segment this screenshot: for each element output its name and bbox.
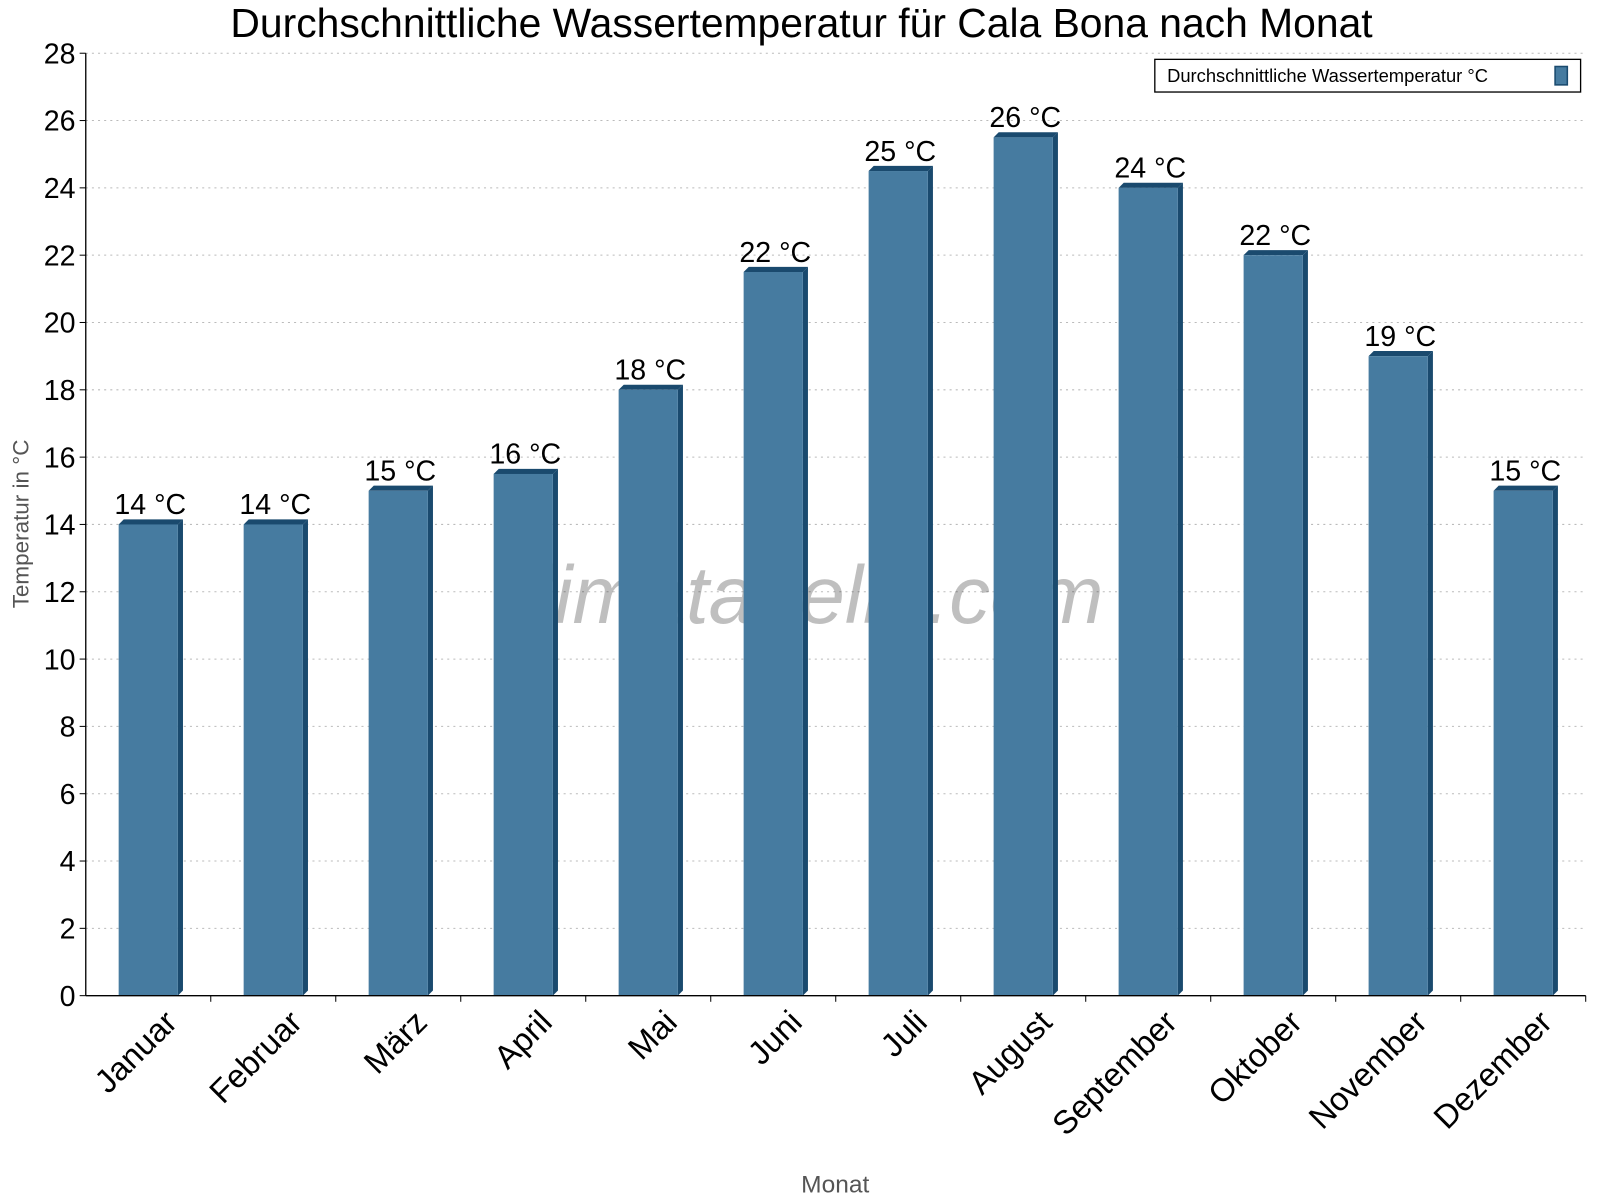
data-label: 26 °C — [989, 102, 1061, 134]
data-label: 22 °C — [739, 237, 811, 269]
bar-top — [1243, 250, 1308, 256]
bar-top — [368, 485, 433, 491]
bar — [1118, 187, 1178, 996]
bar-top — [618, 384, 683, 390]
data-label: 18 °C — [614, 355, 686, 387]
bar-side — [927, 165, 933, 996]
bar-side — [1552, 485, 1558, 996]
bar-top — [1493, 485, 1558, 491]
y-tick-label: 14 — [44, 510, 76, 542]
bar-side — [677, 384, 683, 996]
x-tick-label: Januar — [87, 1003, 184, 1100]
x-tick-label: Juli — [873, 1003, 934, 1064]
x-tick-label: September — [1045, 1003, 1184, 1142]
data-label: 15 °C — [1489, 456, 1561, 488]
y-axis-label: Temperatur in °C — [9, 440, 34, 609]
bar-side — [1052, 132, 1058, 996]
bar-top — [868, 165, 933, 172]
x-tick-label: Dezember — [1426, 1003, 1559, 1136]
y-tick-label: 28 — [44, 38, 76, 70]
data-label: 25 °C — [864, 136, 936, 168]
y-tick-label: 26 — [44, 106, 76, 138]
bars: 14 °C 14 °C 15 °C 16 °C 18 °C 22 °C 25 °C 26 °C… — [114, 102, 1561, 996]
chart-title: Durchschnittliche Wassertemperatur für C… — [230, 0, 1373, 46]
bar-side — [177, 519, 183, 996]
y-tick-label: 2 — [60, 914, 76, 946]
bar — [1368, 356, 1428, 996]
bar — [618, 389, 678, 996]
data-label: 14 °C — [114, 489, 186, 521]
legend: Durchschnittliche Wassertemperatur °C — [1154, 58, 1582, 93]
bar-top — [243, 519, 308, 525]
x-tick-label: März — [356, 1003, 433, 1080]
x-tick-label: Oktober — [1200, 1003, 1308, 1111]
data-label: 14 °C — [239, 489, 311, 521]
data-label: 16 °C — [489, 439, 561, 471]
data-label: 19 °C — [1364, 321, 1436, 353]
y-tick-label: 22 — [44, 240, 76, 272]
y-tick-label: 8 — [60, 712, 76, 744]
y-tick-label: 0 — [60, 981, 76, 1013]
bar — [1243, 255, 1303, 996]
data-label: 24 °C — [1114, 153, 1186, 185]
bar — [868, 171, 928, 996]
x-axis-label: Monat — [801, 1172, 869, 1199]
y-tick-label: 6 — [60, 779, 76, 811]
x-tick-label: Februar — [202, 1003, 309, 1110]
x-tick-label: Juni — [740, 1003, 809, 1072]
bar-side — [1302, 250, 1308, 996]
y-tick-label: 18 — [44, 375, 76, 407]
y-tick-label: 4 — [60, 846, 76, 878]
bar-side — [552, 468, 558, 996]
bar-top — [118, 519, 183, 525]
bar — [368, 490, 428, 996]
data-label: 22 °C — [1239, 220, 1311, 252]
bar-top — [1118, 182, 1183, 188]
bar — [743, 272, 803, 996]
bar — [493, 473, 553, 996]
data-label: 15 °C — [364, 456, 436, 488]
x-tick-label: August — [961, 1003, 1059, 1101]
bar-top — [1368, 351, 1433, 357]
grid — [85, 52, 1586, 929]
bar-top — [993, 132, 1058, 138]
bar-side — [1427, 351, 1433, 996]
legend-swatch — [1554, 65, 1569, 86]
bar-side — [427, 485, 433, 996]
bar-side — [802, 266, 808, 996]
legend-label: Durchschnittliche Wassertemperatur °C — [1167, 65, 1488, 86]
x-tick-label: November — [1301, 1003, 1434, 1136]
bar — [118, 524, 178, 996]
bar-top — [493, 468, 558, 474]
x-tick-label: Mai — [620, 1003, 683, 1066]
y-tick-label: 20 — [44, 308, 76, 340]
y-tick-label: 16 — [44, 442, 76, 474]
bar — [243, 524, 303, 996]
bar-side — [1177, 182, 1183, 996]
bar — [993, 137, 1053, 996]
y-tick-label: 24 — [44, 173, 76, 205]
y-tick-label: 12 — [44, 577, 76, 609]
bar-side — [302, 519, 308, 996]
y-tick-label: 10 — [44, 644, 76, 676]
x-tick-label: April — [486, 1003, 558, 1075]
bar-top — [743, 266, 808, 273]
bar — [1493, 490, 1553, 996]
